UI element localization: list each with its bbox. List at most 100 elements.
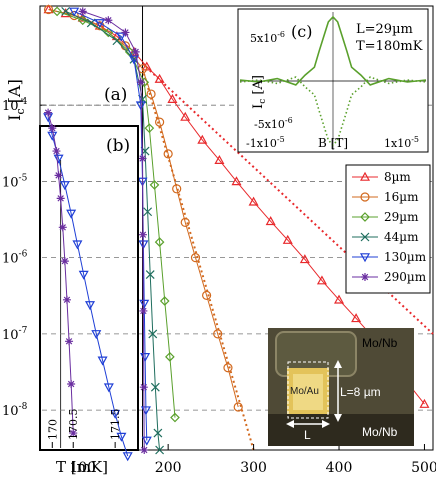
legend-entry: 16µm xyxy=(352,190,419,204)
data-point xyxy=(139,299,150,309)
data-point xyxy=(61,6,71,16)
data-point xyxy=(140,446,149,454)
inset-c: (c) L=29µm T=180mK 5x10-6 -5x10-6 -1x10-… xyxy=(237,8,429,153)
data-point xyxy=(104,16,113,25)
legend-entry: 29µm xyxy=(352,210,419,224)
data-point xyxy=(139,306,148,315)
data-point xyxy=(103,383,114,393)
inset-b-axes: 170 170.5 171.5 xyxy=(46,409,122,448)
legend-label: 8µm xyxy=(384,170,411,184)
panel-a-label: (a) xyxy=(104,85,127,105)
data-point xyxy=(47,131,58,141)
data-point xyxy=(154,73,165,83)
main-y-label-unit: [A] xyxy=(5,79,24,103)
legend-marker xyxy=(360,232,370,242)
data-point xyxy=(59,181,70,191)
data-point xyxy=(139,383,148,392)
main-y-axis-label: Ic [A] xyxy=(5,79,27,121)
inset-c-annotation-temp: T=180mK xyxy=(356,39,423,54)
photo-dashed-outline xyxy=(287,361,329,419)
data-point xyxy=(128,55,139,65)
photo-label-width: L xyxy=(304,428,311,442)
data-point xyxy=(153,428,163,438)
data-point xyxy=(155,117,165,127)
photo-height-arrow-head-bottom xyxy=(334,414,342,422)
data-point xyxy=(116,32,127,42)
inset-b-plot-area xyxy=(42,104,136,462)
data-point xyxy=(110,409,121,419)
legend-entry: 44µm xyxy=(352,230,419,244)
data-point xyxy=(97,356,108,366)
data-point xyxy=(78,270,89,280)
data-point xyxy=(334,294,345,304)
legend-marker xyxy=(360,192,370,202)
y-tick-label: 10-8 xyxy=(2,402,28,419)
data-point xyxy=(69,429,78,438)
main-plot-area xyxy=(43,4,434,455)
data-point xyxy=(148,329,158,339)
data-point xyxy=(138,230,147,239)
fit-line xyxy=(141,68,255,451)
data-point xyxy=(60,257,69,266)
data-point xyxy=(58,223,67,232)
data-point xyxy=(144,123,155,133)
data-point xyxy=(91,330,102,340)
photo-label-top: Mo/Nb xyxy=(362,336,398,350)
series-line xyxy=(82,10,145,451)
panel-b-label: (b) xyxy=(106,136,130,156)
data-point xyxy=(167,93,178,103)
data-point xyxy=(165,352,175,362)
x-tick-label: 400 xyxy=(326,460,353,476)
data-point xyxy=(213,329,223,339)
x-tick-label: 500 xyxy=(411,460,436,476)
data-point xyxy=(351,313,362,323)
data-point xyxy=(77,12,88,22)
main-y-label-sub: c xyxy=(14,108,27,114)
y-tick-label: 10-7 xyxy=(2,326,28,343)
inset-b-x-tick-label: 170.5 xyxy=(67,409,80,441)
data-point xyxy=(43,4,54,15)
data-point xyxy=(69,7,80,17)
data-point xyxy=(149,180,160,190)
main-axes: 10-8 10-7 10-6 10-5 10-4 100 200 300 400 500 xyxy=(2,97,436,476)
series-line xyxy=(65,10,161,451)
data-point xyxy=(103,27,114,38)
legend-label: 16µm xyxy=(384,190,419,204)
legend-marker xyxy=(361,273,369,281)
inset-b-x-axis-label: T [mK] xyxy=(56,458,108,476)
x-tick-label: 100 xyxy=(69,460,96,476)
data-point xyxy=(233,402,243,412)
main-y-label-letter: I xyxy=(5,114,24,120)
inset-b-x-tick-label: 171.5 xyxy=(109,409,122,441)
legend-entry: 130µm xyxy=(352,250,427,264)
legend-label: 130µm xyxy=(384,250,427,264)
data-point xyxy=(78,7,87,16)
data-point xyxy=(121,28,130,37)
data-point xyxy=(146,89,156,99)
data-point xyxy=(265,216,276,226)
series-290m xyxy=(78,7,149,454)
data-point xyxy=(190,253,201,263)
series-44m xyxy=(61,6,165,455)
legend-entry: 290µm xyxy=(352,270,427,284)
data-point xyxy=(67,380,76,389)
data-point xyxy=(72,240,83,250)
device-micrograph: Mo/Nb Mo/Au L=8 µm L Mo/Nb xyxy=(268,328,414,446)
inset-b-x-tick-label: 170 xyxy=(46,419,59,440)
inset-c-series-positive xyxy=(239,15,427,86)
legend-marker xyxy=(360,212,370,222)
inset-c-annotation-length: L=29µm xyxy=(356,22,413,37)
legend-label: 29µm xyxy=(384,210,419,224)
data-point xyxy=(180,217,190,228)
data-point xyxy=(154,237,165,247)
photo-width-arrow-head-left xyxy=(286,420,294,428)
data-point xyxy=(77,15,88,26)
data-point xyxy=(172,184,182,194)
data-point xyxy=(248,196,259,206)
data-point xyxy=(163,149,173,159)
data-point xyxy=(94,19,105,29)
data-point xyxy=(65,337,74,346)
inset-c-y-tick-top: 5x10-6 xyxy=(250,30,285,45)
data-point xyxy=(419,398,430,408)
